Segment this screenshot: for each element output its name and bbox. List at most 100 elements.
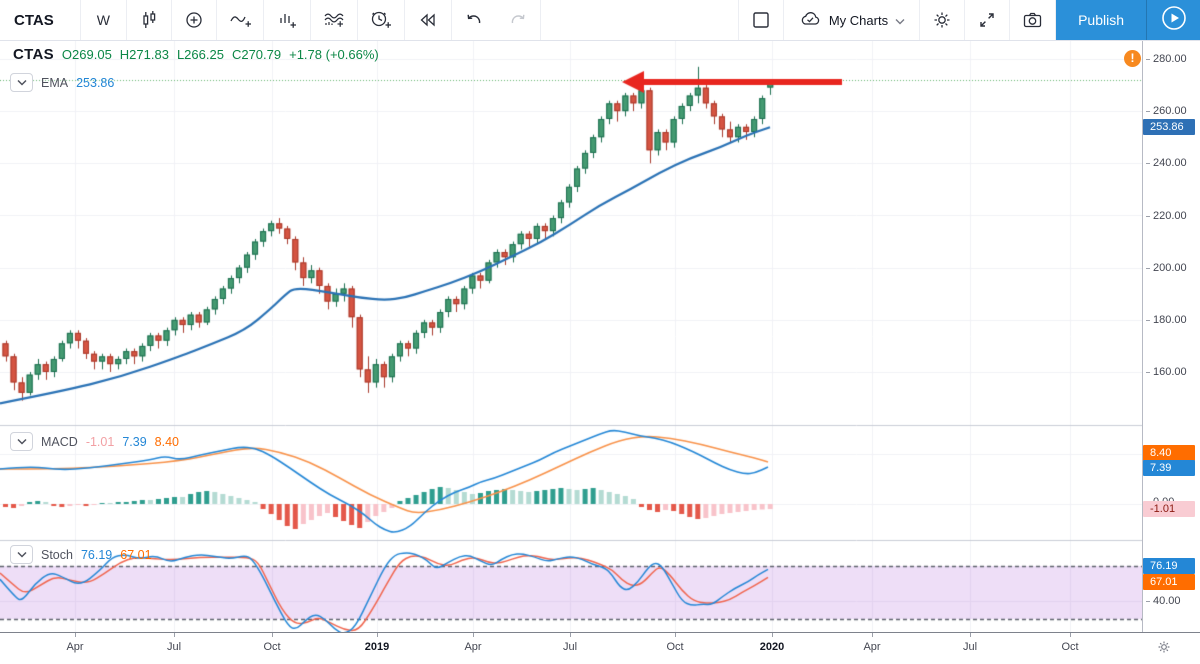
time-axis-label: Apr [66, 641, 84, 653]
time-axis-label: 2020 [759, 641, 785, 653]
axis-price-badge: 7.39 [1143, 460, 1195, 476]
axis-price-badge: -1.01 [1143, 501, 1195, 517]
legend-close: C270.79 [231, 47, 282, 62]
chart-settings-button[interactable] [920, 0, 966, 40]
legend-open: O269.05 [61, 47, 112, 62]
axis-price-label: 40.00 [1146, 595, 1181, 607]
top-toolbar: CTAS W [0, 0, 1200, 41]
time-axis-tick [872, 633, 873, 637]
time-axis-label: Oct [263, 641, 281, 653]
axis-price-label: 220.00 [1146, 210, 1187, 222]
publish-menu-button[interactable] [1146, 0, 1200, 40]
publish-button[interactable]: Publish [1078, 12, 1124, 28]
macd-line-value: 7.39 [122, 434, 147, 449]
main-series-legend[interactable]: CTAS O269.05 H271.83 L266.25 C270.79 +1.… [13, 46, 379, 63]
fullscreen-button[interactable] [965, 0, 1011, 40]
replay-button[interactable] [405, 0, 452, 40]
legend-high: H271.83 [119, 47, 169, 62]
time-axis-tick [473, 633, 474, 637]
stoch-label: Stoch [41, 547, 73, 562]
price-chart-canvas[interactable] [0, 41, 1142, 632]
time-axis-settings-gear-icon[interactable] [1156, 639, 1172, 660]
templates-button[interactable] [311, 0, 358, 40]
time-axis-label: Jul [962, 641, 978, 653]
legend-low: L266.25 [176, 47, 224, 62]
axis-price-badge: 8.40 [1143, 445, 1195, 461]
time-axis-label: Apr [863, 641, 881, 653]
interval-button[interactable]: W [81, 0, 127, 40]
time-axis-tick [570, 633, 571, 637]
time-axis-tick [772, 633, 773, 637]
time-axis-tick [675, 633, 676, 637]
stoch-k-value: 76.19 [80, 547, 113, 562]
time-axis-tick [970, 633, 971, 637]
alarm-clock-add-icon [369, 9, 393, 31]
undo-button[interactable] [452, 0, 496, 40]
indicators-add-icon [228, 9, 252, 31]
axis-price-badge: 253.86 [1143, 119, 1195, 135]
axis-price-label: 180.00 [1146, 314, 1187, 326]
time-axis[interactable]: Apr Jul Oct 2019 Apr Jul Oct 2020 Apr Jul Oct [0, 632, 1200, 664]
toolbar-right: My Charts Publish [737, 0, 1200, 40]
play-circle-icon [1161, 5, 1187, 36]
snapshot-button[interactable] [1010, 0, 1057, 40]
undo-icon [463, 9, 485, 31]
time-axis-tick [1070, 633, 1071, 637]
bar-columns-add-icon [275, 9, 299, 31]
axis-price-label: 240.00 [1146, 157, 1187, 169]
candlestick-style-button[interactable] [127, 0, 172, 40]
symbol-button[interactable]: CTAS [0, 0, 81, 40]
macd-label: MACD [41, 434, 78, 449]
chart-pane-area [0, 41, 1142, 632]
macd-collapse-button[interactable] [10, 432, 33, 451]
indicators-button[interactable] [217, 0, 264, 40]
compare-add-icon [183, 9, 205, 31]
compare-button[interactable] [172, 0, 217, 40]
alert-notification-icon[interactable]: ! [1124, 50, 1141, 67]
ema-label: EMA [41, 75, 69, 90]
time-axis-tick [272, 633, 273, 637]
time-axis-label: Jul [562, 641, 578, 653]
layout-button[interactable] [737, 0, 784, 40]
financials-button[interactable] [264, 0, 311, 40]
ema-collapse-button[interactable] [10, 73, 33, 92]
toolbar-spacer [541, 0, 738, 40]
my-charts-label: My Charts [828, 12, 889, 28]
fullscreen-icon [976, 9, 998, 31]
time-axis-label: Oct [1061, 641, 1079, 653]
time-axis-tick [75, 633, 76, 637]
time-axis-label: Oct [666, 641, 684, 653]
axis-price-label: 160.00 [1146, 366, 1187, 378]
stoch-collapse-button[interactable] [10, 545, 33, 564]
publish-group: Publish [1056, 0, 1200, 40]
macd-hist-value: -1.01 [85, 434, 115, 449]
candlestick-icon [138, 9, 160, 31]
time-axis-tick [174, 633, 175, 637]
time-axis-label: 2019 [364, 641, 390, 653]
my-charts-button[interactable]: My Charts [784, 0, 921, 40]
chevron-down-icon [895, 13, 905, 28]
axis-price-label: 260.00 [1146, 105, 1187, 117]
axis-price-badge: 67.01 [1143, 574, 1195, 590]
time-axis-tick [377, 633, 378, 637]
ema-value: 253.86 [76, 75, 115, 90]
cloud-check-icon [798, 9, 822, 32]
macd-legend: MACD -1.01 7.39 8.40 [10, 432, 179, 451]
macd-signal-value: 8.40 [154, 434, 179, 449]
axis-price-label: 200.00 [1146, 262, 1187, 274]
stoch-legend: Stoch 76.19 67.01 [10, 545, 152, 564]
redo-button[interactable] [496, 0, 541, 40]
legend-symbol: CTAS [13, 46, 54, 63]
alert-button[interactable] [358, 0, 405, 40]
layout-square-icon [750, 9, 772, 31]
ema-legend: EMA 253.86 [10, 73, 114, 92]
legend-change: +1.78 (+0.66%) [289, 47, 379, 62]
axis-price-badge: 76.19 [1143, 558, 1195, 574]
axis-price-label: 280.00 [1146, 53, 1187, 65]
time-axis-label: Jul [166, 641, 182, 653]
stoch-d-value: 67.01 [120, 547, 152, 562]
rewind-icon [416, 9, 440, 31]
price-axis[interactable]: 280.00 260.00 240.00 220.00 200.00 180.00 160.… [1142, 41, 1200, 632]
gear-icon [931, 9, 953, 31]
